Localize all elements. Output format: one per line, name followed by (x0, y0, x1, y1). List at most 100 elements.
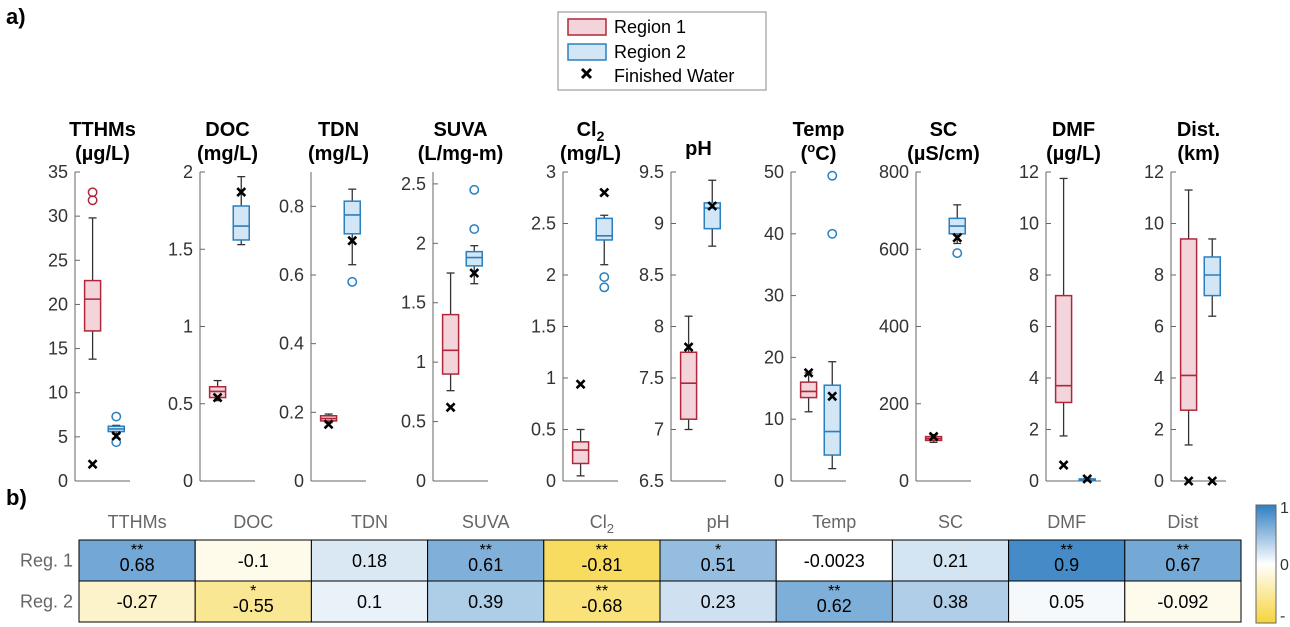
region2-outlier (111, 411, 122, 422)
finished-water-marker (212, 392, 223, 403)
y-tick-label: 400 (879, 317, 909, 337)
heatmap-column-label: DMF (1047, 512, 1086, 532)
panel-title: TDN (318, 119, 359, 141)
colorbar-tick-label: 0 (1280, 557, 1289, 574)
boxplot-panel: TDN(mg/L) 0 0.2 0.4 0.6 0.8 (279, 119, 369, 491)
heatmap-cell (1124, 539, 1242, 582)
y-tick-label: 10 (764, 409, 784, 429)
y-tick-label: 5 (58, 427, 68, 447)
panel-title: (µS/cm) (907, 143, 980, 165)
panel-title: (mg/L) (308, 143, 369, 165)
y-tick-label: 9.5 (639, 162, 664, 182)
y-tick-label: 4 (1154, 368, 1164, 388)
heatmap-cell (1124, 580, 1242, 623)
heatmap-cell (310, 539, 429, 582)
region2-box (823, 384, 841, 456)
y-tick-label: 10 (1144, 214, 1164, 234)
region1-box (799, 381, 818, 399)
heatmap-value: 0.68 (120, 555, 155, 575)
panel-unit: (mg/L) (560, 143, 621, 165)
heatmap-value: 0.23 (701, 592, 736, 612)
heatmap-cell (1008, 580, 1126, 623)
boxplot-panel: Temp(oC) 0 10 20 30 40 50 (764, 119, 846, 491)
region2-box (1203, 256, 1221, 297)
heatmap-value: -0.27 (117, 592, 158, 612)
finished-water-marker (1058, 460, 1069, 470)
heatmap-cell (78, 580, 196, 623)
panel-title: (mg/L) (197, 143, 258, 165)
finished-water-marker (1207, 476, 1218, 486)
y-tick-label: 0 (416, 471, 426, 491)
y-tick-label: 1.5 (401, 293, 426, 313)
panel-title: Cl2 (577, 119, 605, 144)
heatmap-cell (775, 539, 893, 582)
y-tick-label: 7.5 (639, 368, 664, 388)
region2-outlier (469, 184, 480, 195)
boxplot-panel: DMF(µg/L) 0 2 4 6 8 10 12 (1019, 119, 1101, 491)
finished-water-marker (87, 459, 98, 470)
y-tick-label: 600 (879, 239, 909, 259)
significance-marker: ** (1060, 542, 1072, 559)
y-tick-label: 0 (1029, 471, 1039, 491)
finished-water-marker (683, 342, 694, 353)
legend-label-region2: Region 2 (614, 42, 686, 62)
finished-water-marker (445, 402, 456, 413)
y-tick-label: 2.5 (401, 174, 426, 194)
heatmap-value: 0.51 (701, 555, 736, 575)
heatmap-cell (543, 580, 661, 623)
panel-label-b: b) (6, 485, 27, 510)
panel-title: SC (930, 119, 958, 141)
heatmap-cell (78, 539, 196, 582)
finished-water-marker (827, 391, 838, 402)
y-tick-label: 0 (1154, 471, 1164, 491)
heatmap-value: 0.05 (1049, 592, 1084, 612)
heatmap-cell (659, 580, 777, 623)
y-tick-label: 20 (764, 347, 784, 367)
finished-water-marker (707, 201, 718, 211)
boxplot-panel: DOC(mg/L) 0 0.5 1 1.5 2 (168, 119, 258, 491)
region2-outlier (111, 437, 122, 448)
significance-marker: * (250, 583, 256, 600)
y-tick-label: 1 (416, 352, 426, 372)
region2-outlier (599, 282, 610, 293)
heatmap-value: -0.55 (233, 596, 274, 616)
y-tick-label: 0.6 (279, 265, 304, 285)
heatmap-column-label: Cl2 (590, 512, 614, 536)
heatmap-value: 0.18 (352, 551, 387, 571)
y-tick-label: 30 (48, 206, 68, 226)
heatmap-cell (891, 539, 1010, 582)
finished-water-marker (347, 235, 358, 246)
region2-box (465, 250, 483, 267)
y-tick-label: 2 (416, 233, 426, 253)
significance-marker: ** (1177, 542, 1189, 559)
finished-water-marker (236, 187, 247, 198)
panel-title: SUVA (433, 119, 487, 141)
y-tick-label: 6.5 (639, 471, 664, 491)
y-tick-label: 6 (1029, 317, 1039, 337)
heatmap-row-label: Reg. 1 (20, 551, 73, 571)
finished-water-marker (803, 367, 814, 378)
y-tick-label: 12 (1019, 162, 1039, 182)
panel-title: Dist. (1177, 119, 1220, 141)
legend-marker-finished (580, 67, 593, 80)
y-tick-label: 4 (1029, 368, 1039, 388)
y-tick-label: 2.5 (531, 214, 556, 234)
boxplot-panel: Dist.(km) 0 2 4 6 8 10 12 (1144, 119, 1226, 491)
region2-outlier (599, 272, 610, 283)
region2-box (232, 205, 250, 241)
region2-outlier (827, 228, 838, 239)
y-tick-label: 0.2 (279, 402, 304, 422)
y-tick-label: 0.8 (279, 196, 304, 216)
heatmap-row-label: Reg. 2 (20, 592, 73, 612)
panel-title: (L/mg-m) (418, 143, 504, 165)
y-tick-label: 8.5 (639, 265, 664, 285)
region2-box (595, 217, 613, 241)
y-tick-label: 0 (546, 471, 556, 491)
colorbar-tick-label: - (1280, 608, 1285, 625)
panel-title: pH (685, 138, 712, 160)
significance-marker: ** (596, 583, 608, 600)
legend-label-region1: Region 1 (614, 17, 686, 37)
significance-marker: ** (828, 583, 840, 600)
heatmap-value: 0.39 (468, 592, 503, 612)
heatmap-column-label: Temp (812, 512, 856, 532)
